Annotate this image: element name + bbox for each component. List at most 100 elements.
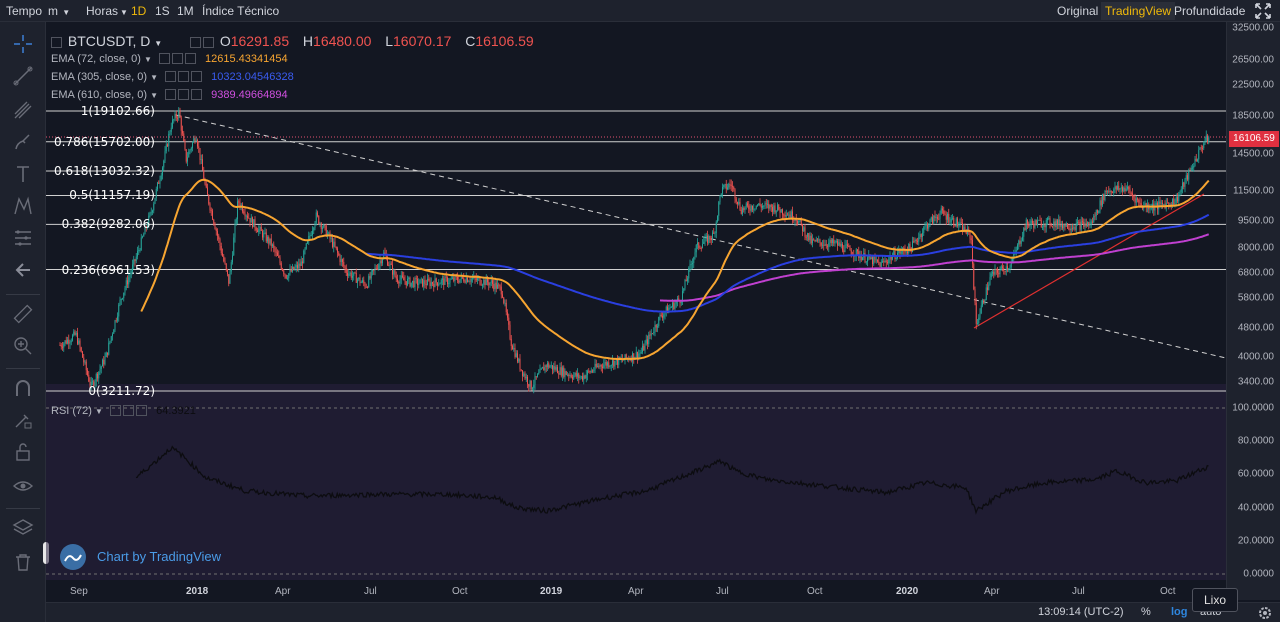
chart-area[interactable] xyxy=(46,22,1227,600)
candle-body xyxy=(322,227,323,230)
gear-box-icon[interactable] xyxy=(171,53,183,64)
gear-box-icon[interactable] xyxy=(178,71,190,82)
candle-body xyxy=(519,358,521,370)
settings-box-icon[interactable] xyxy=(189,37,201,48)
interval-select[interactable]: m ▼ xyxy=(46,3,72,19)
ema610-label[interactable]: EMA (610, close, 0) xyxy=(51,89,147,101)
chevron-down-icon[interactable]: ▼ xyxy=(143,55,152,64)
layers-icon[interactable] xyxy=(11,516,35,540)
chevron-down-icon[interactable]: ▼ xyxy=(154,39,163,48)
gear-box-icon[interactable] xyxy=(202,37,214,48)
candle-body xyxy=(183,133,185,141)
candle-body xyxy=(1172,198,1173,207)
candle-body xyxy=(802,224,803,232)
price-axis[interactable]: 32500.00 26500.00 22500.00 18500.00 14500.00… xyxy=(1226,22,1280,600)
rsi-label[interactable]: RSI (72) xyxy=(51,405,92,417)
tab-tradingview[interactable]: TradingView xyxy=(1101,2,1176,20)
candle-body xyxy=(645,339,647,344)
candle-body xyxy=(993,271,995,275)
ema305-label[interactable]: EMA (305, close, 0) xyxy=(51,71,147,83)
candle-body xyxy=(1137,198,1138,200)
candle-body xyxy=(877,259,878,262)
time-axis[interactable]: Sep 2018 Apr Jul Oct 2019 Apr Jul Oct 2020 Apr Jul O… xyxy=(46,582,1226,602)
fullscreen-icon[interactable] xyxy=(1254,2,1272,20)
interval-1m-button[interactable]: 1M xyxy=(177,4,194,18)
candle-body xyxy=(210,210,212,212)
candle-body xyxy=(1208,137,1210,142)
symbol-name[interactable]: BTCUSDT, D xyxy=(67,33,151,49)
zoom-icon[interactable] xyxy=(11,334,35,358)
candle-body xyxy=(373,269,375,271)
candle-body xyxy=(377,268,378,270)
candle-body xyxy=(732,186,733,187)
gear-box-icon[interactable] xyxy=(178,89,190,100)
candle-body xyxy=(602,366,603,368)
candle-body xyxy=(278,255,280,258)
candle-body xyxy=(428,278,430,281)
trash-icon[interactable] xyxy=(11,550,35,574)
candle-body xyxy=(1139,202,1141,204)
price-tick-label: 32500.00 xyxy=(1232,22,1274,34)
gear-icon[interactable] xyxy=(1256,604,1274,622)
crosshair-icon[interactable] xyxy=(11,32,35,56)
ruler-icon[interactable] xyxy=(11,302,35,326)
candle-body xyxy=(408,277,410,280)
candle-body xyxy=(672,302,673,307)
brush-icon[interactable] xyxy=(11,130,35,154)
candle-body xyxy=(1079,222,1081,230)
magnet-icon[interactable] xyxy=(11,376,35,400)
horas-select[interactable]: Horas ▼ xyxy=(84,3,130,19)
tab-profundidade[interactable]: Profundidade xyxy=(1174,4,1246,18)
candle-body xyxy=(59,345,61,346)
chevron-down-icon[interactable]: ▼ xyxy=(95,407,103,416)
candle-body xyxy=(1128,186,1130,190)
candle-body xyxy=(632,353,633,362)
eye-box-icon[interactable] xyxy=(158,53,170,64)
candle-body xyxy=(79,340,81,348)
candle-body xyxy=(727,187,728,190)
pattern-icon[interactable] xyxy=(11,194,35,218)
back-arrow-icon[interactable] xyxy=(11,258,35,282)
candle-body xyxy=(689,264,691,268)
candle-body xyxy=(132,264,133,272)
candle-body xyxy=(1119,188,1121,190)
eye-box-icon[interactable] xyxy=(165,71,177,82)
chevron-down-icon[interactable]: ▼ xyxy=(150,73,158,82)
gear-box-icon[interactable] xyxy=(123,405,135,416)
tradingview-logo-icon xyxy=(60,544,86,570)
candle-body xyxy=(520,369,522,371)
close-box-icon[interactable] xyxy=(136,405,148,416)
close-box-icon[interactable] xyxy=(184,53,196,64)
fib-icon[interactable] xyxy=(11,226,35,250)
interval-1s-button[interactable]: 1S xyxy=(155,4,170,18)
candle-body xyxy=(192,142,193,149)
fork-icon[interactable] xyxy=(11,98,35,122)
tab-original[interactable]: Original xyxy=(1057,4,1099,18)
log-toggle[interactable]: log xyxy=(1171,606,1188,618)
price-chart[interactable] xyxy=(46,22,1227,600)
interval-1d-button[interactable]: 1D xyxy=(131,4,147,18)
text-icon[interactable] xyxy=(11,162,35,186)
ema72-label[interactable]: EMA (72, close, 0) xyxy=(51,53,141,65)
candle-body xyxy=(1104,191,1106,201)
close-box-icon[interactable] xyxy=(191,89,203,100)
candle-body xyxy=(900,251,902,254)
percent-toggle[interactable]: % xyxy=(1141,606,1151,618)
candle-body xyxy=(792,211,793,221)
trendline-icon[interactable] xyxy=(11,64,35,88)
eye-box-icon[interactable] xyxy=(165,89,177,100)
eye-icon[interactable] xyxy=(11,474,35,498)
ascending-trendline[interactable] xyxy=(973,193,1205,329)
lock-icon[interactable] xyxy=(11,440,35,464)
candle-body xyxy=(247,215,248,218)
candle-body xyxy=(124,287,126,293)
candle-body xyxy=(1022,236,1023,241)
chevron-down-icon[interactable]: ▼ xyxy=(150,91,158,100)
lock-draw-icon[interactable] xyxy=(11,408,35,432)
eye-box-icon[interactable] xyxy=(110,405,122,416)
indicators-button[interactable]: Índice Técnico xyxy=(202,4,280,18)
ema72-line xyxy=(140,178,1210,361)
candle-body xyxy=(69,342,71,344)
candle-body xyxy=(955,218,957,227)
close-box-icon[interactable] xyxy=(191,71,203,82)
